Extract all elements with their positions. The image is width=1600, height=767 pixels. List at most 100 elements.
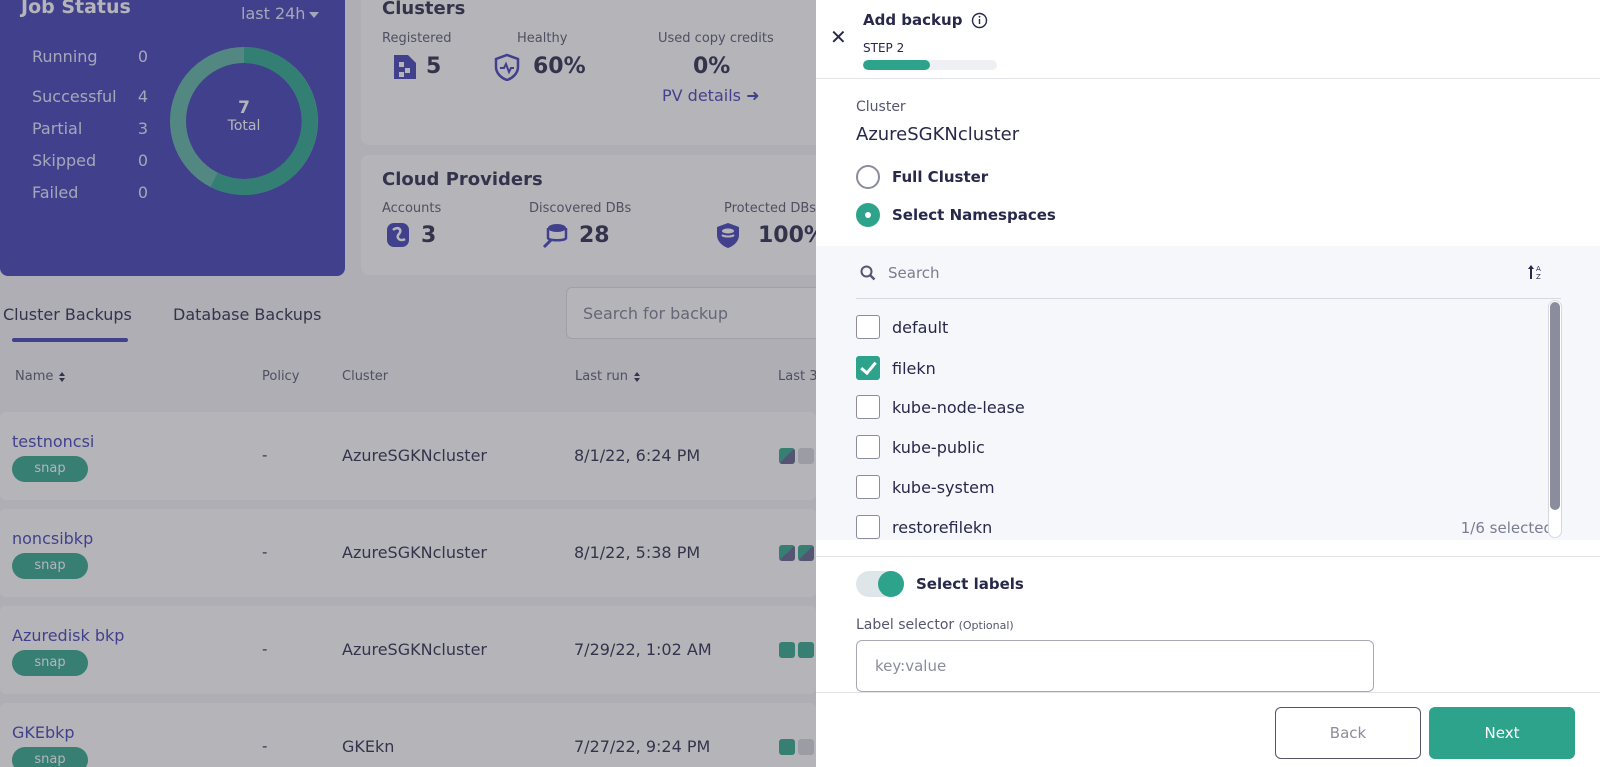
radio-button[interactable] [856,203,880,227]
namespace-list-container [816,246,1600,540]
cloud-title: Cloud Providers [382,169,543,190]
sort-icon [59,371,66,382]
last-run-cell: 7/27/22, 9:24 PM [574,737,711,756]
namespace-label: restorefilekn [892,517,993,537]
radio-full-cluster[interactable]: Full Cluster [856,165,988,189]
table-row[interactable]: Azuredisk bkp snap - AzureSGKNcluster 7/… [0,606,816,694]
backup-name[interactable]: GKEbkp [12,723,75,742]
back-button[interactable]: Back [1275,707,1421,759]
clusters-card: Clusters Registered 5 Healthy 60% Used c… [361,0,821,145]
label-selector-input[interactable] [856,640,1374,692]
table-row[interactable]: GKEbkp snap - GKEkn 7/27/22, 9:24 PM [0,703,816,767]
checkbox[interactable] [856,435,880,459]
snap-badge: snap [12,650,88,676]
checkbox[interactable] [856,515,880,539]
status-indicator [798,545,814,561]
registered-label: Registered [382,31,452,46]
job-row-failed: Failed 0 [32,183,148,202]
protected-value: 100% [758,223,826,248]
namespace-label: kube-node-lease [892,397,1025,417]
discovered-db-search-icon [542,224,568,249]
checkbox[interactable] [856,475,880,499]
modal-backdrop[interactable] [0,0,816,767]
chevron-down-icon [309,11,320,18]
namespace-item-filekn[interactable]: filekn [856,356,936,380]
step-indicator: STEP 2 [863,41,905,55]
job-row-successful: Successful 4 [32,87,148,106]
health-shield-icon [494,53,520,81]
job-row-running: Running 0 [32,47,148,66]
step-progress-bar [863,60,997,70]
pv-details-link[interactable]: PV details ➜ [662,86,760,105]
snap-badge: snap [12,553,88,579]
divider [856,298,1561,299]
healthy-value: 60% [533,54,586,79]
status-indicator [798,642,814,658]
snap-badge: snap [12,747,88,767]
backup-search-input[interactable]: Search for backup [566,287,826,339]
search-icon [860,265,876,281]
status-indicator [798,448,814,464]
checkbox[interactable] [856,315,880,339]
job-row-skipped: Skipped 0 [32,151,148,170]
status-indicator [779,545,795,561]
job-status-donut [170,47,318,195]
table-row[interactable]: testnoncsi snap - AzureSGKNcluster 8/1/2… [0,412,816,500]
donut-total: 7 Total [227,98,261,134]
policy-cell: - [262,446,268,464]
column-header-last-run[interactable]: Last run [575,369,641,384]
protected-label: Protected DBs [724,201,817,216]
backup-search-placeholder: Search for backup [583,304,728,323]
tab-database-backups[interactable]: Database Backups [173,305,322,324]
scrollbar-thumb[interactable] [1550,302,1560,510]
column-header-name[interactable]: Name [15,369,66,384]
radio-label: Full Cluster [892,168,989,186]
info-icon[interactable] [971,12,988,29]
sort-icon[interactable]: AZ [1526,262,1544,282]
namespace-item-kube-system[interactable]: kube-system [856,475,995,499]
namespace-label: kube-system [892,477,995,497]
namespace-item-default[interactable]: default [856,315,948,339]
checkbox[interactable] [856,395,880,419]
radio-select-namespaces[interactable]: Select Namespaces [856,203,1056,227]
status-indicator [779,739,795,755]
panel-title: Add backup [863,11,963,29]
policy-cell: - [262,640,268,658]
status-indicator [779,448,795,464]
radio-label: Select Namespaces [892,206,1056,224]
job-status-card: Job Status last 24h Running 0 Successful 4… [0,0,345,276]
column-header-last3: Last 3 [778,369,818,384]
namespace-item-restorefilekn[interactable]: restorefilekn [856,515,992,539]
select-labels-toggle[interactable] [856,571,904,597]
checkbox[interactable] [856,356,880,380]
backup-name[interactable]: Azuredisk bkp [12,626,125,645]
namespace-item-kube-node-lease[interactable]: kube-node-lease [856,395,1025,419]
divider [816,556,1600,557]
cluster-file-icon [394,55,416,79]
backup-name[interactable]: noncsibkp [12,529,94,548]
backup-name[interactable]: testnoncsi [12,432,95,451]
svg-text:Z: Z [1536,273,1541,281]
namespace-search-input[interactable] [888,262,1488,284]
discovered-value: 28 [579,223,610,248]
divider [816,692,1600,693]
policy-cell: - [262,543,268,561]
select-labels-label: Select labels [916,575,1024,593]
next-button[interactable]: Next [1429,707,1575,759]
column-header-policy: Policy [262,369,300,384]
optional-hint: (Optional) [958,619,1014,632]
job-status-title: Job Status [21,0,131,18]
close-icon[interactable]: ✕ [830,25,847,49]
cluster-cell: AzureSGKNcluster [342,446,487,465]
job-row-partial: Partial 3 [32,119,148,138]
job-range-dropdown[interactable]: last 24h [241,4,320,23]
toggle-knob [878,571,904,597]
healthy-label: Healthy [517,31,568,46]
table-row[interactable]: noncsibkp snap - AzureSGKNcluster 8/1/22… [0,509,816,597]
divider [816,78,1600,79]
job-range-label: last 24h [241,4,306,23]
discovered-label: Discovered DBs [529,201,632,216]
radio-button[interactable] [856,165,880,189]
namespace-item-kube-public[interactable]: kube-public [856,435,985,459]
tab-cluster-backups[interactable]: Cluster Backups [3,305,132,324]
